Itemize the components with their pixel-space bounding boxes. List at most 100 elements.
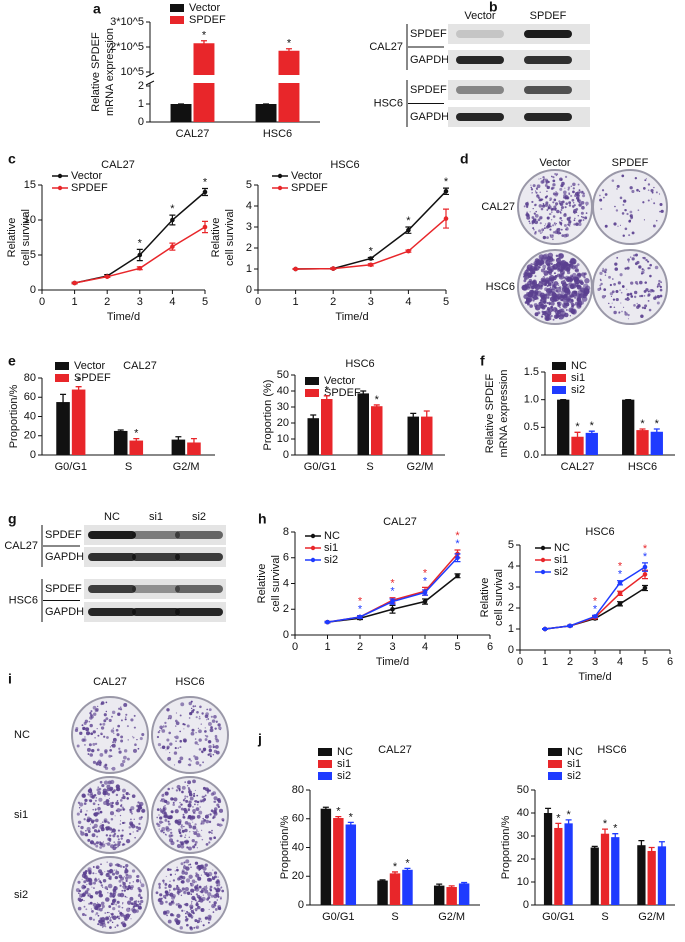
colony: [168, 889, 171, 892]
colony: [539, 222, 542, 225]
colony: [556, 209, 560, 214]
colony: [544, 203, 549, 207]
chart-title: CAL27: [101, 159, 135, 171]
colony: [115, 869, 118, 871]
colony: [88, 720, 91, 723]
colony: [560, 228, 563, 231]
colony: [139, 801, 144, 807]
colony: [203, 818, 207, 822]
colony: [557, 227, 561, 232]
blot-band: [132, 531, 180, 539]
panel-label: c: [8, 151, 16, 167]
colony: [555, 257, 561, 263]
colony: [108, 905, 112, 908]
significance-star: *: [455, 530, 460, 542]
colony: [559, 202, 564, 206]
colony: [105, 834, 109, 837]
colony: [584, 278, 590, 284]
colony: [658, 279, 661, 283]
colony: [124, 718, 127, 721]
point: [617, 601, 623, 607]
colony: [182, 798, 186, 802]
culture-dish: [592, 249, 668, 325]
colony: [91, 748, 95, 753]
colony: [637, 209, 640, 212]
blot-band: [132, 553, 180, 561]
colony: [130, 902, 134, 906]
significance-star: *: [287, 38, 292, 50]
colony: [172, 879, 176, 882]
colony: [80, 808, 83, 811]
panel-label: h: [258, 511, 267, 527]
colony: [559, 306, 561, 309]
colony: [164, 791, 169, 796]
colony: [100, 916, 106, 922]
significance-star: *: [423, 567, 428, 579]
colony: [114, 926, 116, 928]
colony: [178, 904, 181, 908]
colony: [200, 896, 202, 898]
colony: [162, 725, 165, 728]
colony: [138, 902, 142, 906]
colony: [552, 215, 556, 218]
blot-band: [175, 531, 223, 539]
colony: [540, 315, 544, 318]
y-tick-label: 10: [517, 876, 529, 888]
significance-star: *: [423, 575, 428, 587]
blot-band: [175, 553, 223, 561]
colony: [81, 878, 83, 880]
colony: [132, 831, 134, 833]
colony: [542, 235, 547, 240]
colony: [125, 873, 129, 877]
colony: [548, 271, 551, 274]
blot-group-label: HSC6: [9, 594, 38, 606]
point: [455, 573, 460, 579]
colony: [549, 235, 551, 237]
colony: [540, 268, 545, 273]
y-tick-label: 3*10^5: [110, 16, 144, 28]
colony: [105, 897, 110, 902]
panel-label: a: [93, 1, 101, 17]
colony: [570, 303, 572, 305]
x-tick-label: 1: [542, 656, 548, 668]
colony: [609, 292, 614, 296]
colony: [130, 718, 134, 722]
colony: [612, 298, 616, 301]
x-axis-label: Time/d: [107, 311, 140, 323]
colony: [114, 843, 117, 847]
colony: [166, 747, 169, 750]
y-axis-label: Proportion (%): [262, 380, 274, 451]
colony: [99, 907, 103, 912]
colony: [176, 839, 179, 842]
colony: [192, 821, 194, 823]
colony: [538, 199, 541, 202]
colony: [192, 708, 195, 712]
colony: [126, 797, 129, 799]
colony: [623, 306, 625, 308]
colony: [554, 223, 557, 226]
colony: [572, 205, 575, 208]
colony: [102, 879, 107, 883]
colony: [616, 184, 620, 188]
colony: [84, 719, 89, 723]
colony: [196, 847, 199, 849]
colony: [177, 919, 181, 924]
point: [422, 599, 428, 604]
colony: [101, 922, 106, 927]
colony: [198, 738, 202, 742]
legend-swatch: [548, 760, 562, 768]
colony: [112, 828, 115, 830]
colony: [140, 899, 144, 904]
colony: [194, 756, 199, 761]
colony: [191, 902, 193, 904]
x-tick-label: 1: [293, 296, 299, 308]
colony: [111, 710, 116, 715]
colony: [140, 883, 145, 888]
colony: [169, 868, 172, 871]
colony: [530, 289, 534, 293]
colony: [89, 787, 91, 789]
colony: [546, 308, 550, 313]
colony: [214, 800, 217, 803]
colony: [563, 294, 569, 300]
colony: [566, 197, 569, 200]
